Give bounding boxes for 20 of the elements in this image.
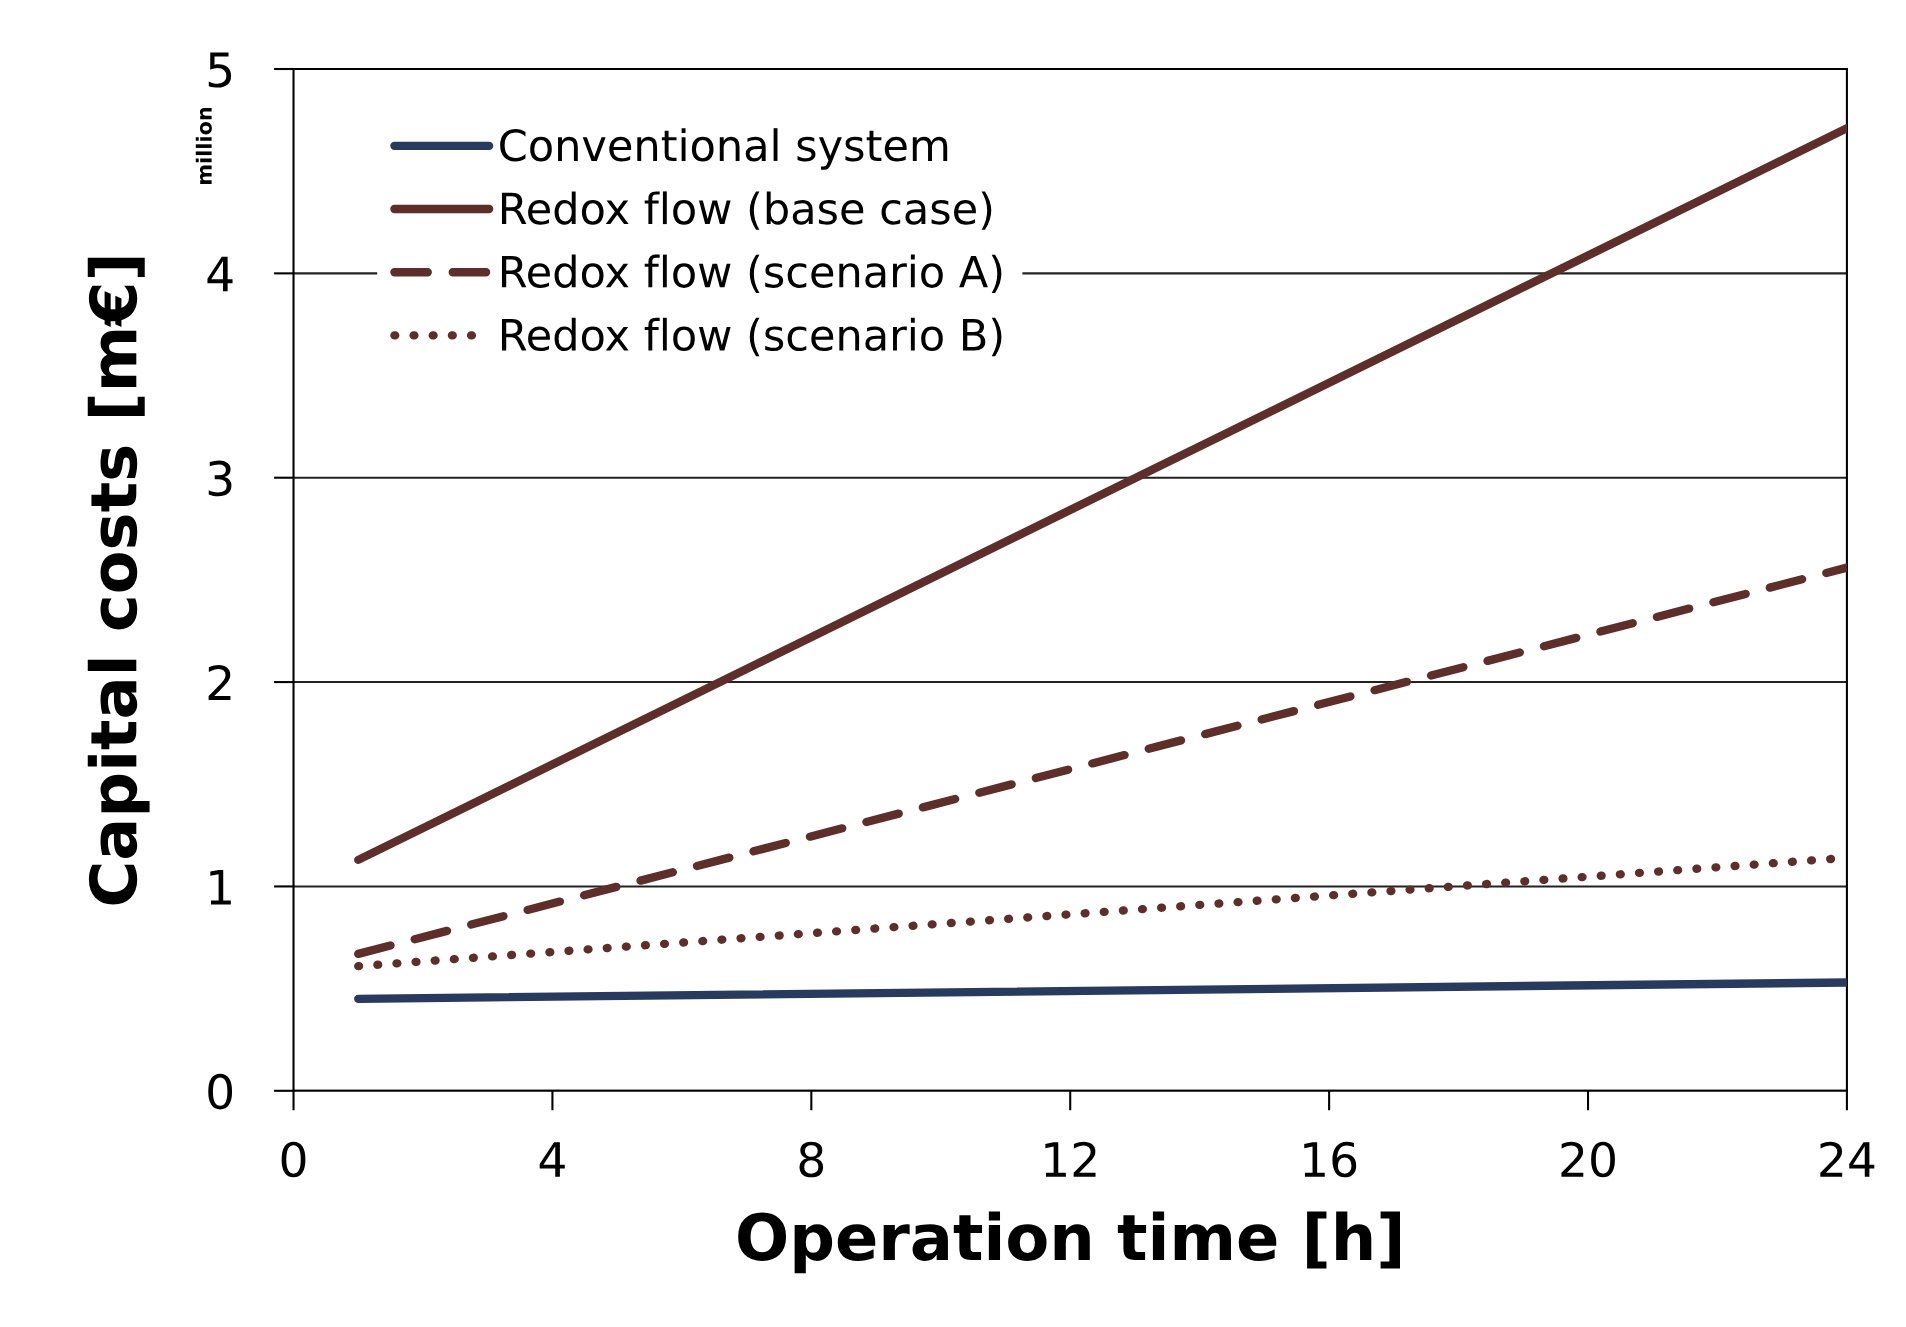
y-tick-label: 4 xyxy=(207,256,233,292)
legend-label: Conventional system xyxy=(500,128,948,170)
legend-label: Redox flow (scenario B) xyxy=(501,317,1002,357)
legend-label: Redox flow (scenario A) xyxy=(501,254,1002,293)
legend-label: Redox flow (base case) xyxy=(501,191,992,230)
y-tick-label: 2 xyxy=(208,664,231,701)
x-tick-label: 24 xyxy=(1820,1141,1875,1177)
y-tick-label: 1 xyxy=(210,869,231,905)
y-axis-title: Capital costs [m€] xyxy=(87,257,150,905)
x-tick-label: 0 xyxy=(281,1141,306,1178)
y-tick-label: 3 xyxy=(208,460,232,497)
x-tick-label: 8 xyxy=(799,1141,824,1178)
y-tick-label: 5 xyxy=(208,52,232,88)
x-axis-title: Operation time [h] xyxy=(738,1211,1400,1274)
y-tick-label: 0 xyxy=(208,1073,233,1110)
x-tick-label: 16 xyxy=(1304,1141,1357,1178)
x-tick-label: 12 xyxy=(1045,1141,1096,1177)
text: million xyxy=(195,107,212,184)
x-tick-label: 20 xyxy=(1561,1141,1615,1178)
x-tick-label: 4 xyxy=(539,1142,565,1177)
